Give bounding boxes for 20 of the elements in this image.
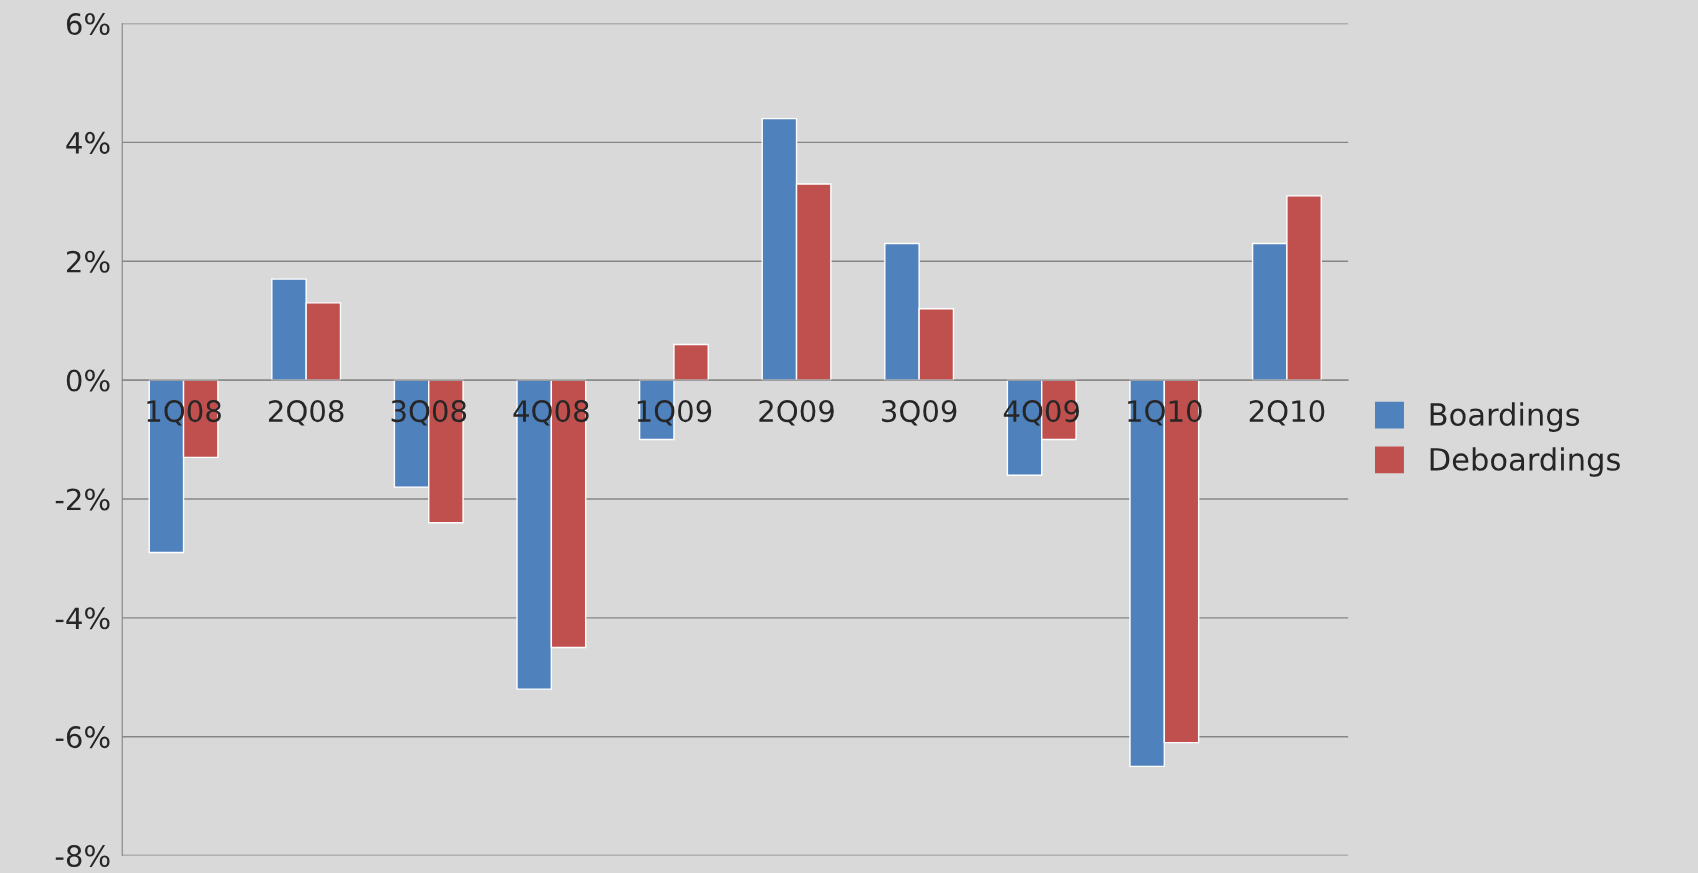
x-tick-label: 2Q09 <box>759 400 834 426</box>
y-tick-label: 0% <box>66 369 110 392</box>
legend-label: Deboardings <box>1430 447 1620 477</box>
x-tick-label: 3Q09 <box>882 400 957 426</box>
x-tick-label: 3Q08 <box>391 400 467 426</box>
x-tick-label: 2Q08 <box>268 400 344 426</box>
y-tick-label: -2% <box>55 488 110 511</box>
x-tick-label: 2Q10 <box>1249 400 1325 426</box>
y-tick-label: 4% <box>66 131 110 154</box>
x-tick-label: 1Q10 <box>1128 400 1202 426</box>
x-tick-label: 1Q08 <box>147 400 221 426</box>
legend-label: Boardings <box>1430 402 1580 432</box>
y-tick-label: -8% <box>55 844 110 868</box>
x-tick-label: 4Q08 <box>513 400 589 426</box>
y-tick-label: 6% <box>66 13 110 36</box>
y-tick-label: -4% <box>55 607 110 630</box>
x-tick-label: 4Q09 <box>1003 400 1079 426</box>
y-tick-label: 2% <box>67 250 110 273</box>
bar <box>673 343 709 381</box>
y-tick-label: -6% <box>55 726 110 749</box>
